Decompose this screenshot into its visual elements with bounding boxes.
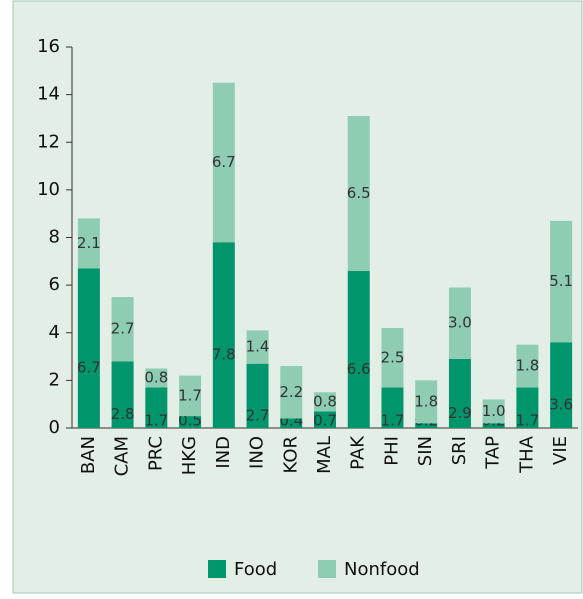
bar-segment [111,361,134,428]
bar-segment [212,82,235,243]
bar-segment [111,297,134,362]
value-label: 1.7 [144,412,168,430]
value-label: 1.0 [482,402,506,420]
value-label: 6.7 [77,359,101,377]
bar-segment [77,218,100,269]
value-label: 1.8 [414,392,438,410]
bar-segment [314,392,336,412]
value-label: 6.6 [347,360,371,378]
x-tick-label: HKG [179,436,200,475]
bar-segment [482,399,505,424]
y-tick-label: 2 [49,369,60,390]
value-label: 1.7 [381,412,405,430]
y-tick-label: 16 [37,36,60,57]
x-tick-label: THA [516,435,537,474]
y-tick-label: 10 [37,179,60,200]
bar-segment [415,380,438,424]
value-label: 2.7 [111,320,135,338]
value-label: 2.1 [77,234,101,252]
value-label: 7.8 [212,346,236,364]
x-tick-label: PAK [348,435,369,470]
x-tick-label: INO [247,436,268,469]
bar-segment [381,327,404,388]
bar-segment [179,375,202,417]
value-label: 3.0 [448,314,472,332]
bar-segment [516,387,539,428]
value-label: 3.6 [549,396,573,414]
x-tick-label: CAM [112,436,133,476]
bar-segment [381,387,404,428]
x-tick-label: SRI [449,436,470,465]
value-label: 2.7 [246,406,270,424]
y-tick-label: 4 [49,322,60,343]
bar-segment [314,411,336,428]
bar-segment [280,418,303,428]
value-label: 1.4 [246,338,270,356]
bar-segment [516,344,539,388]
x-tick-label: MAL [314,436,335,474]
legend-label: Nonfood [344,559,420,580]
bar-segment [448,358,471,428]
value-label: 6.7 [212,153,236,171]
bar-segment [550,220,573,343]
y-tick-label: 14 [37,84,60,105]
background [12,0,583,594]
x-tick-label: KOR [280,436,301,474]
value-label: 1.7 [178,386,202,404]
bar-segment [179,416,202,428]
bar-segment [77,268,100,428]
legend-swatch [318,560,336,578]
bar-segment [280,366,303,419]
y-tick-label: 6 [49,274,60,295]
value-label: 6.5 [347,184,371,202]
value-label: 5.1 [549,272,573,290]
bar-segment [448,287,471,359]
bar-segment [212,242,235,428]
x-tick-label: PRC [145,436,166,471]
legend-label: Food [234,559,277,580]
bar-segment [550,342,573,428]
value-label: 0.8 [313,392,337,410]
bar-segment [347,270,370,428]
legend-swatch [208,560,226,578]
value-label: 1.7 [515,412,539,430]
bar-segment [246,330,269,364]
x-tick-label: SIN [415,436,436,466]
y-tick-label: 12 [37,131,60,152]
bar-segment [246,363,269,428]
value-label: 1.8 [515,357,539,375]
y-tick-label: 0 [49,417,60,438]
value-label: 2.2 [279,383,303,401]
value-label: 2.5 [381,348,405,366]
bar-segment [482,423,505,428]
x-tick-label: PHI [381,436,402,466]
bar-segment [347,116,370,271]
x-tick-label: IND [213,436,234,469]
value-label: 0.8 [144,368,168,386]
value-label: 2.9 [448,404,472,422]
bar-segment [415,423,438,428]
y-tick-label: 8 [49,227,60,248]
value-label: 2.8 [111,405,135,423]
x-tick-label: BAN [78,436,99,474]
bar-segment [145,387,168,428]
x-tick-label: TAP [483,436,504,470]
value-label: 0.7 [313,412,337,430]
bar-segment [145,368,168,388]
x-tick-label: VIE [550,436,571,465]
